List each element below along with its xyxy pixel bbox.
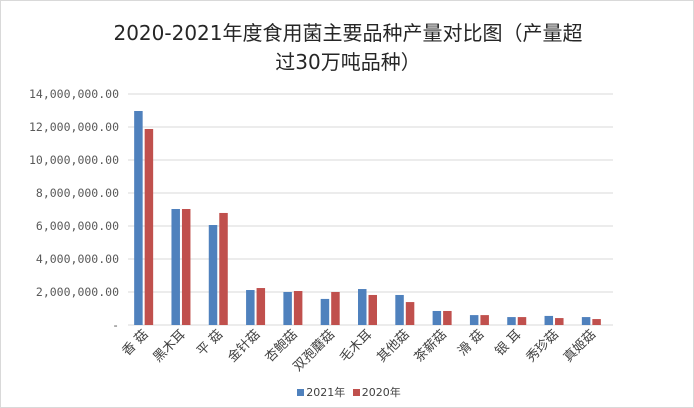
x-tick-label: 毛木耳: [337, 327, 375, 365]
y-tick-label: 12,000,000.00: [29, 120, 119, 134]
bar-2021: [134, 110, 143, 326]
x-tick-label: 香 菇: [120, 327, 152, 359]
bar-2020: [555, 318, 564, 325]
x-tick-label: 双孢蘑菇: [291, 327, 338, 374]
chart-title-line-2: 过30万吨品种）: [275, 50, 421, 74]
bar-2021: [581, 317, 591, 325]
legend: 2021年 2020年: [1, 384, 693, 400]
x-tick-label: 银 耳: [493, 327, 525, 359]
bar-2021: [283, 292, 292, 325]
y-tick-label: 6,000,000.00: [36, 219, 119, 233]
bar-2021: [544, 315, 554, 325]
x-tick-label: 其他菇: [374, 327, 412, 365]
bar-2021: [320, 298, 330, 325]
x-tick-label: 平 菇: [194, 327, 226, 359]
bar-2020: [405, 302, 415, 325]
bar-2020: [480, 315, 489, 325]
x-tick-label: 茶薪菇: [411, 327, 450, 366]
bar-2020: [443, 310, 452, 325]
bar-2020: [368, 294, 377, 325]
legend-label-2021: 2021年: [306, 386, 346, 399]
y-tick-label: -: [112, 318, 119, 332]
x-tick-label: 真姬菇: [561, 327, 599, 365]
legend-swatch-2020: [352, 388, 360, 396]
y-tick-label: 8,000,000.00: [36, 186, 119, 200]
bar-2020: [181, 209, 191, 325]
bar-2021: [432, 310, 442, 325]
y-tick-label: 10,000,000.00: [29, 153, 119, 167]
bar-2020: [592, 319, 601, 325]
bar-2021: [171, 209, 180, 325]
x-tick-label: 滑 菇: [455, 327, 487, 359]
bar-2020: [144, 128, 154, 325]
bar-2020: [256, 288, 266, 325]
y-tick-label: 4,000,000.00: [36, 252, 119, 266]
y-tick-label: 2,000,000.00: [36, 285, 119, 299]
bar-2021: [208, 225, 218, 325]
bar-2020: [331, 292, 340, 325]
x-tick-label: 黑木耳: [151, 327, 189, 365]
bar-2021: [358, 289, 367, 325]
y-tick-label: 14,000,000.00: [29, 87, 119, 101]
bar-2021: [246, 290, 255, 325]
bar-2021: [395, 294, 404, 325]
chart-title-line-1: 2020-2021年度食用菌主要品种产量对比图（产量超: [113, 21, 583, 45]
bar-2020: [219, 212, 228, 325]
x-tick-label: 金针菇: [225, 327, 264, 366]
bar-2020: [293, 291, 303, 325]
x-tick-label: 秀珍菇: [524, 327, 562, 365]
legend-label-2020: 2020年: [361, 386, 401, 399]
bar-2021: [507, 317, 516, 325]
bar-2020: [517, 317, 527, 325]
legend-swatch-2021: [297, 388, 305, 396]
bar-2021: [469, 315, 479, 325]
chart-title: 2020-2021年度食用菌主要品种产量对比图（产量超 过30万吨品种）: [61, 19, 635, 77]
